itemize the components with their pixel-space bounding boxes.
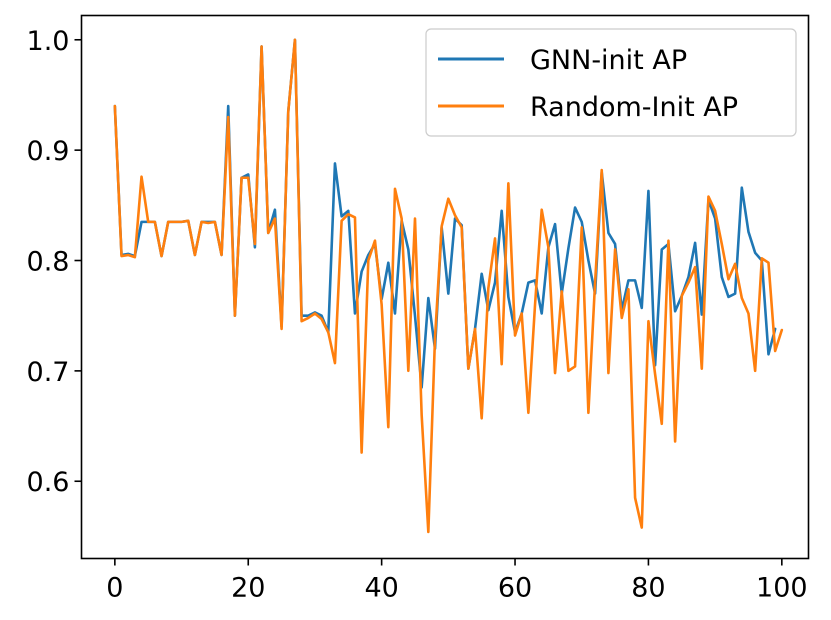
- y-axis: 0.6 0.7 0.8 0.9 1.0: [27, 26, 82, 498]
- legend-box: [425, 28, 797, 137]
- y-tick-label: 1.0: [27, 26, 70, 57]
- legend-label-random-init: Random-Init AP: [530, 92, 738, 123]
- x-tick-label: 60: [498, 573, 532, 604]
- x-tick-label: 0: [106, 573, 123, 604]
- series-line-random-init: [113, 38, 784, 534]
- x-tick-label: 80: [631, 573, 665, 604]
- x-tick-label: 20: [231, 573, 265, 604]
- y-tick-label: 0.8: [27, 247, 70, 278]
- y-tick-label: 0.6: [27, 467, 70, 498]
- legend-label-gnn-init: GNN-init AP: [530, 45, 687, 76]
- x-tick-label: 100: [756, 573, 808, 604]
- x-tick-label: 40: [364, 573, 398, 604]
- series-layer: [113, 38, 784, 534]
- x-axis: 0 20 40 60 80 100: [106, 558, 808, 604]
- plot-frame: [80, 14, 810, 560]
- y-tick-label: 0.7: [27, 357, 70, 388]
- y-tick-label: 0.9: [27, 136, 70, 167]
- legend: GNN-init AP Random-Init AP: [425, 28, 797, 137]
